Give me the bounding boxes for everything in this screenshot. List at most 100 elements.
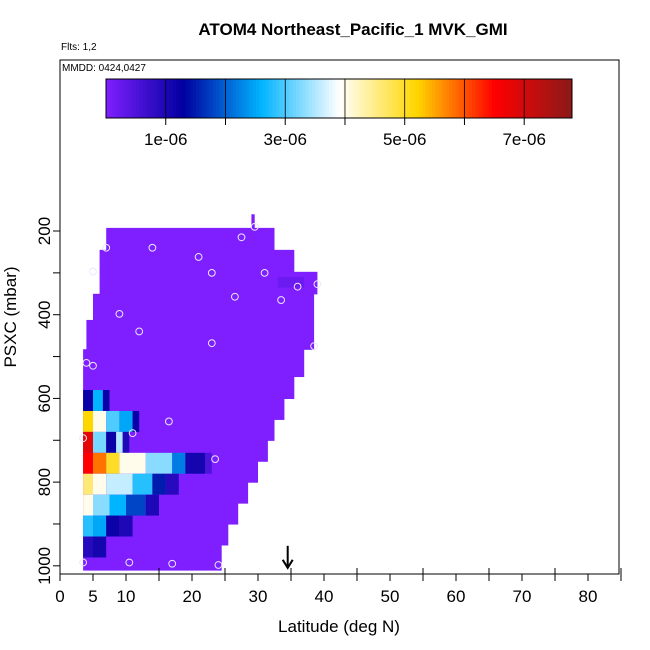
observation-point-18 xyxy=(165,417,173,426)
heatmap-cell-9 xyxy=(83,431,93,453)
heatmap-cell-24 xyxy=(106,473,133,495)
heatmap-cell-2 xyxy=(93,390,103,411)
colorbar-segment-23 xyxy=(182,79,187,118)
colorbar-segment-65 xyxy=(322,79,327,118)
colorbar-segment-130 xyxy=(538,79,543,118)
colorbar-segment-82 xyxy=(378,79,383,118)
heatmap-cell-15 xyxy=(93,452,107,474)
heatmap-cell-4 xyxy=(83,410,93,432)
heatmap-cell-7 xyxy=(119,410,133,432)
colorbar-segment-29 xyxy=(202,79,207,118)
colorbar-segment-60 xyxy=(305,79,310,118)
colorbar-segment-64 xyxy=(319,79,323,118)
colorbar-segment-36 xyxy=(225,79,230,118)
colorbar-tick-label: 5e-06 xyxy=(383,130,426,149)
colorbar-segment-13 xyxy=(149,79,154,118)
colorbar-segment-103 xyxy=(448,79,453,118)
colorbar-segment-78 xyxy=(365,79,370,118)
heatmap-cell-8 xyxy=(132,410,140,432)
colorbar-segment-32 xyxy=(212,79,217,118)
heatmap-cell-3 xyxy=(102,390,110,411)
colorbar-segment-24 xyxy=(185,79,190,118)
colorbar: 1e-06 3e-06 5e-06 7e-06 xyxy=(105,78,573,149)
colorbar-segment-102 xyxy=(445,79,450,118)
colorbar-segment-87 xyxy=(395,79,400,118)
observation-markers xyxy=(79,222,322,569)
colorbar-segment-14 xyxy=(152,79,157,118)
heatmap-cell-13 xyxy=(122,431,130,453)
colorbar-segment-50 xyxy=(272,79,277,118)
colorbar-segment-73 xyxy=(348,79,353,118)
observation-point-25 xyxy=(214,561,223,569)
plot-frame xyxy=(59,59,620,575)
colorbar-segment-34 xyxy=(219,79,223,118)
colorbar-segment-45 xyxy=(255,79,260,118)
x-tick-label: 10 xyxy=(117,587,136,606)
heatmap-cell-16 xyxy=(106,452,120,474)
colorbar-segment-58 xyxy=(299,79,303,118)
heatmap-cell-28 xyxy=(83,494,93,516)
colorbar-segment-79 xyxy=(368,79,373,118)
colorbar-segment-109 xyxy=(468,79,473,118)
colorbar-segment-99 xyxy=(435,79,440,118)
heatmap-cell-32 xyxy=(145,494,159,516)
heatmap-cell-30 xyxy=(109,494,126,516)
colorbar-segment-129 xyxy=(535,79,540,118)
heatmap-cell-29 xyxy=(93,494,110,516)
colorbar-segment-39 xyxy=(235,79,240,118)
colorbar-segment-124 xyxy=(518,79,523,118)
colorbar-segment-10 xyxy=(139,79,144,118)
y-axis: 200 400 600 800 1000 xyxy=(35,217,60,585)
x-tick-label: 70 xyxy=(513,587,532,606)
colorbar-segment-43 xyxy=(249,79,253,118)
colorbar-segment-51 xyxy=(275,79,280,118)
colorbar-segment-69 xyxy=(335,79,340,118)
y-axis-label: PSXC (mbar) xyxy=(1,266,20,367)
colorbar-segment-55 xyxy=(289,79,293,118)
colorbar-segment-104 xyxy=(452,79,456,118)
x-tick-label: 40 xyxy=(315,587,334,606)
colorbar-segment-38 xyxy=(232,79,237,118)
colorbar-segment-2 xyxy=(112,79,117,118)
colorbar-segment-35 xyxy=(222,79,227,118)
observation-point-11 xyxy=(277,296,286,304)
profile-band-445 xyxy=(86,319,315,350)
arrow-head xyxy=(281,559,294,570)
heatmap-cell-5 xyxy=(93,410,107,432)
colorbar-segment-105 xyxy=(455,79,460,118)
heatmap-cell-17 xyxy=(119,452,146,474)
profile-band-170 xyxy=(251,214,255,229)
heatmap-cell-26 xyxy=(152,473,166,495)
y-tick-label: 400 xyxy=(35,301,54,329)
colorbar-segment-92 xyxy=(412,79,417,118)
colorbar-segment-16 xyxy=(159,79,164,118)
profile-band-275 xyxy=(99,249,295,273)
x-tick-label: 60 xyxy=(447,587,466,606)
heatmap-cell-21 xyxy=(205,452,212,474)
colorbar-segment-98 xyxy=(432,79,437,118)
heatmap-cell-20 xyxy=(185,452,206,474)
colorbar-segment-113 xyxy=(482,79,486,118)
colorbar-segment-44 xyxy=(252,79,257,118)
arrow-marker xyxy=(281,545,294,570)
colorbar-segment-101 xyxy=(442,79,447,118)
colorbar-segment-20 xyxy=(172,79,177,118)
colorbar-segment-89 xyxy=(402,79,407,118)
colorbar-segment-42 xyxy=(245,79,250,118)
y-tick-label: 800 xyxy=(35,468,54,496)
y-tick-label: 200 xyxy=(35,217,54,245)
colorbar-segment-83 xyxy=(382,79,387,118)
heatmap-cell-1 xyxy=(83,390,93,411)
colorbar-tick-label: 1e-06 xyxy=(144,130,187,149)
observation-point-3 xyxy=(148,243,157,252)
colorbar-segment-57 xyxy=(295,79,300,118)
dates-label: MMDD: 0424,0427 xyxy=(62,63,146,74)
y-tick-label: 1000 xyxy=(35,547,54,585)
colorbar-segment-126 xyxy=(525,79,530,118)
profile-band-215 xyxy=(106,227,275,251)
heatmap-cell-22 xyxy=(83,473,93,495)
observation-point-24 xyxy=(168,559,177,568)
colorbar-segment-111 xyxy=(475,79,480,118)
colorbar-segment-132 xyxy=(545,79,550,118)
heatmap-cell-27 xyxy=(165,473,179,495)
